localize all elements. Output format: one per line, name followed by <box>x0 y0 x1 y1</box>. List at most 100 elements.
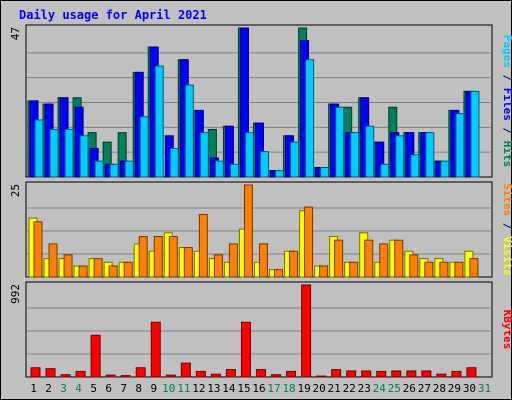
bar-sites-24 <box>379 243 389 278</box>
bar-sites-14 <box>228 243 238 278</box>
x-tick-label: 2 <box>45 382 52 395</box>
bar-kbytes-1 <box>30 367 41 378</box>
bar-sites-22 <box>349 261 359 278</box>
x-tick-label: 21 <box>328 382 341 395</box>
legend-/: / <box>501 68 512 88</box>
bar-sites-1 <box>33 221 43 278</box>
x-tick-label: 30 <box>463 382 476 395</box>
bar-pages-29 <box>455 113 465 178</box>
x-tick-label: 27 <box>418 382 431 395</box>
bar-sites-9 <box>153 236 163 278</box>
series-legend: Pages / Files / Hits <box>501 35 512 168</box>
x-tick-label: 26 <box>403 382 416 395</box>
bar-pages-27 <box>425 132 435 178</box>
bar-kbytes-25 <box>391 370 402 378</box>
bar-pages-12 <box>199 132 209 178</box>
bar-kbytes-12 <box>195 370 206 378</box>
legend-sites: Sites <box>501 183 512 216</box>
bar-kbytes-7 <box>120 375 131 378</box>
series-legend: KBytes <box>501 310 512 350</box>
bar-kbytes-3 <box>60 374 71 378</box>
x-tick-label: 9 <box>150 382 157 395</box>
bar-sites-26 <box>409 254 419 278</box>
bar-kbytes-14 <box>225 369 236 378</box>
x-tick-label: 12 <box>192 382 205 395</box>
bar-kbytes-19 <box>301 284 312 378</box>
bar-files-14 <box>224 125 234 178</box>
legend-visits: Visits <box>501 236 512 276</box>
bar-pages-25 <box>395 135 405 178</box>
bar-kbytes-23 <box>361 370 372 378</box>
bar-sites-20 <box>319 265 329 278</box>
x-tick-label: 23 <box>358 382 371 395</box>
bar-pages-13 <box>214 160 224 178</box>
panel-top: 47 Pages / Files / Hits <box>9 24 512 178</box>
bar-sites-3 <box>63 254 73 278</box>
chart-panels: 47 Pages / Files / Hits 25 Sites / Visits 99… <box>9 24 512 378</box>
bar-sites-12 <box>198 213 208 278</box>
bar-pages-11 <box>184 84 194 178</box>
x-tick-label: 28 <box>433 382 446 395</box>
panel-frame <box>25 281 493 378</box>
bar-sites-6 <box>108 265 118 278</box>
bar-pages-22 <box>350 132 360 178</box>
bar-pages-4 <box>79 135 89 178</box>
x-axis-labels: 1 2 3 4 5 6 7 8 9 10 11 12 13 14 15 16 17 18 19 20 21 22 23 24 2… <box>30 382 491 395</box>
bar-pages-7 <box>124 160 134 178</box>
x-tick-label: 5 <box>90 382 97 395</box>
x-tick-label: 8 <box>135 382 142 395</box>
series-visits <box>28 210 474 278</box>
bar-pages-20 <box>320 166 330 178</box>
bar-pages-23 <box>365 125 375 178</box>
x-tick-label: 14 <box>222 382 236 395</box>
x-tick-label: 6 <box>105 382 112 395</box>
bar-sites-28 <box>439 261 449 278</box>
bar-kbytes-26 <box>406 370 417 378</box>
x-tick-label: 19 <box>297 382 310 395</box>
bar-kbytes-30 <box>466 367 477 378</box>
bar-sites-25 <box>394 239 404 278</box>
bar-kbytes-21 <box>331 369 342 378</box>
bar-sites-15 <box>243 184 253 278</box>
bar-pages-2 <box>49 128 59 178</box>
bar-pages-6 <box>109 163 119 178</box>
x-tick-label: 22 <box>343 382 356 395</box>
x-tick-label: 11 <box>177 382 190 395</box>
x-tick-label: 16 <box>252 382 265 395</box>
bar-sites-5 <box>93 258 103 278</box>
chart-title: Daily usage for April 2021 <box>19 8 207 22</box>
bar-sites-18 <box>289 250 299 278</box>
legend-pages: Pages <box>501 35 512 68</box>
x-tick-label: 18 <box>282 382 295 395</box>
bar-sites-19 <box>304 206 314 278</box>
legend-files: Files <box>501 88 512 121</box>
x-tick-label: 17 <box>267 382 280 395</box>
bar-pages-16 <box>259 151 269 178</box>
legend-/: / <box>501 121 512 141</box>
x-tick-label: 13 <box>207 382 220 395</box>
bar-sites-10 <box>168 236 178 278</box>
bar-kbytes-24 <box>376 370 387 378</box>
bar-sites-2 <box>48 243 58 278</box>
bar-kbytes-22 <box>346 370 357 378</box>
x-tick-label: 20 <box>313 382 326 395</box>
bar-pages-30 <box>470 90 480 178</box>
bar-files-16 <box>254 122 264 178</box>
bar-kbytes-13 <box>210 373 221 378</box>
x-tick-label: 7 <box>120 382 127 395</box>
bar-pages-26 <box>410 154 420 178</box>
legend-/: / <box>501 216 512 236</box>
legend-kbytes: KBytes <box>501 310 512 350</box>
bar-pages-18 <box>290 141 300 178</box>
bar-sites-11 <box>183 247 193 278</box>
bar-sites-29 <box>454 261 464 278</box>
bar-sites-7 <box>123 261 133 278</box>
bar-pages-9 <box>154 65 164 178</box>
bar-kbytes-28 <box>436 373 447 378</box>
x-tick-label: 1 <box>30 382 37 395</box>
bar-sites-13 <box>213 254 223 278</box>
panel-bottom: 992 KBytes <box>9 281 512 378</box>
bar-kbytes-16 <box>255 369 266 378</box>
bar-sites-21 <box>334 239 344 278</box>
bar-pages-1 <box>34 119 44 178</box>
